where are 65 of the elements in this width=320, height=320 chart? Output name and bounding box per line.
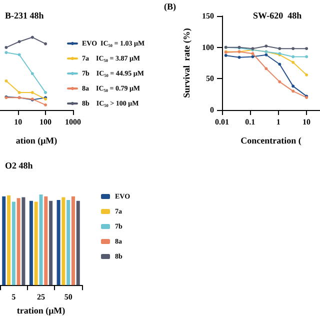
chart-title: SW-620 48h — [253, 10, 302, 20]
x-tick-label: 10 — [302, 118, 311, 126]
point — [264, 67, 268, 70]
x-tick-label: 10 — [14, 118, 22, 126]
point — [4, 46, 8, 49]
point — [264, 44, 268, 48]
x-tick-label: 1 — [276, 118, 280, 126]
y-tick-label: 100 — [202, 42, 214, 52]
bar — [22, 197, 26, 286]
x-tick-label: 25 — [37, 292, 45, 302]
bar — [49, 200, 53, 286]
point — [44, 91, 48, 94]
point — [18, 91, 21, 94]
point — [4, 79, 8, 82]
bar — [12, 202, 16, 286]
y-tick-label: 0 — [210, 106, 214, 114]
bar — [76, 200, 80, 286]
x-tick-label: 0.1 — [245, 118, 256, 126]
point — [251, 55, 254, 58]
point — [44, 42, 48, 46]
point — [18, 53, 21, 56]
bar — [44, 196, 48, 286]
point — [305, 47, 308, 50]
text: (B) — [164, 2, 176, 12]
chart-title: B-231 48h — [5, 10, 44, 20]
point — [278, 47, 282, 50]
bar — [71, 196, 75, 286]
point — [292, 55, 295, 58]
point — [30, 72, 34, 76]
x-tick-label: 5 — [12, 292, 16, 302]
point — [30, 36, 34, 39]
x-tick-label: 50 — [64, 292, 72, 302]
bar — [34, 202, 38, 286]
point — [4, 51, 8, 54]
point — [292, 84, 295, 88]
x-tick-label: 100 — [40, 118, 52, 126]
point — [292, 60, 295, 64]
point — [224, 54, 228, 57]
point — [305, 73, 308, 76]
point — [44, 103, 48, 106]
x-tick-label: 0.01 — [215, 118, 229, 126]
x-axis-title: tration (μM) — [16, 306, 66, 316]
bar — [7, 195, 11, 286]
bar — [66, 200, 70, 286]
point — [292, 47, 295, 50]
y-axis-title: Survival rate (%) — [182, 28, 192, 98]
bar — [56, 200, 60, 286]
y-tick-label: 150 — [202, 12, 214, 20]
bar — [29, 200, 33, 286]
x-axis-title: Concentration ( — [240, 136, 302, 146]
point — [305, 55, 308, 58]
bar — [16, 198, 20, 286]
chart-title: O2 48h — [5, 160, 33, 170]
x-axis-title: ation (μM) — [16, 136, 58, 146]
point — [264, 53, 268, 56]
bar — [39, 194, 43, 286]
point — [292, 90, 295, 93]
point — [251, 52, 254, 56]
point — [18, 40, 21, 44]
bar — [62, 197, 66, 286]
point — [238, 56, 241, 59]
y-tick-label: 50 — [206, 74, 214, 84]
x-tick-label: 1000 — [65, 118, 81, 126]
bar — [2, 196, 6, 286]
point — [278, 80, 282, 84]
